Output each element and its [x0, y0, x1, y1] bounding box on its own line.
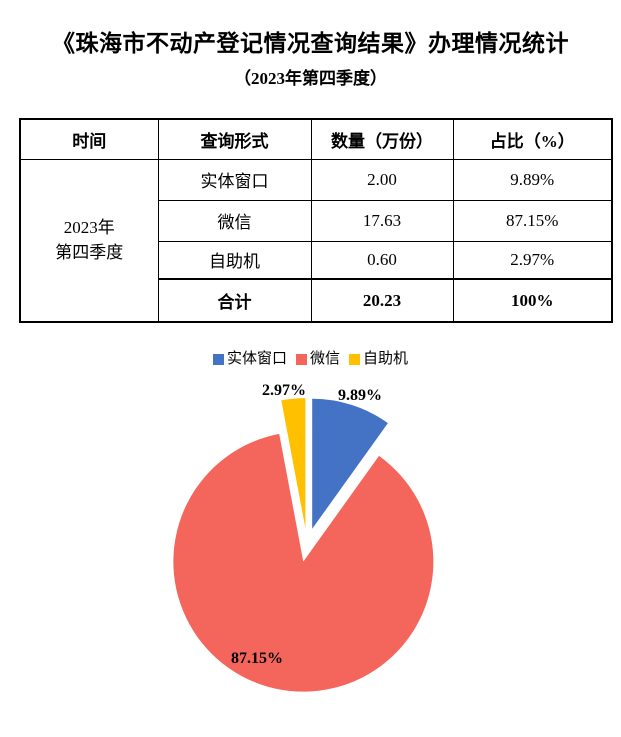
table-row: 微信 17.63 87.15%	[20, 199, 613, 242]
legend-item-window: 实体窗口	[212, 351, 287, 367]
pie-slice-window	[312, 398, 388, 529]
pie-label-wechat: 87.15%	[231, 650, 283, 667]
period-quarter: 第四季度	[55, 243, 124, 263]
count-cell: 0.60	[310, 240, 454, 280]
count-cell: 17.63	[310, 199, 454, 242]
period-cell: 2023年 第四季度	[19, 158, 159, 323]
legend-swatch-window	[212, 354, 224, 365]
pie-svg	[173, 398, 434, 692]
legend-item-kiosk: 自助机	[349, 352, 408, 367]
pie-label-window: 9.89%	[338, 387, 382, 404]
legend-swatch-kiosk	[349, 354, 360, 365]
count-cell: 2.00	[310, 158, 454, 201]
header-share: 占比（%）	[452, 118, 613, 160]
total-count-cell: 20.23	[310, 278, 454, 323]
table-row: 2023年 第四季度 实体窗口 2.00 9.89%	[19, 158, 613, 323]
pie-label-kiosk: 2.97%	[262, 382, 306, 399]
method-cell: 实体窗口	[157, 158, 312, 201]
share-cell: 9.89%	[452, 158, 613, 201]
total-share-cell: 100%	[452, 278, 613, 323]
pie-chart: 实体窗口 微信 自助机 9.89% 87.15% 2.97%	[0, 340, 621, 737]
pie-slice-wechat	[173, 433, 434, 692]
page-title: 《珠海市不动产登记情况查询结果》办理情况统计	[52, 31, 569, 56]
period-year: 2023年	[63, 218, 115, 238]
table-row: 自助机 0.60 2.97%	[20, 240, 613, 280]
method-cell: 微信	[157, 199, 312, 242]
header-method: 查询形式	[157, 118, 312, 160]
chart-legend: 实体窗口 微信 自助机	[0, 352, 621, 367]
table-total-row: 合计 20.23 100%	[20, 278, 613, 323]
header-time: 时间	[19, 118, 159, 160]
share-cell: 87.15%	[452, 199, 613, 242]
share-cell: 2.97%	[452, 240, 613, 280]
total-label-cell: 合计	[157, 278, 312, 323]
pie-slice-kiosk	[281, 398, 306, 529]
legend-label-wechat: 微信	[309, 351, 340, 367]
legend-label-window: 实体窗口	[226, 351, 287, 367]
page-subtitle: （2023年第四季度）	[234, 69, 387, 88]
legend-item-wechat: 微信	[295, 351, 340, 367]
table-header-row: 时间 查询形式 数量（万份） 占比（%）	[19, 118, 613, 160]
header-count: 数量（万份）	[310, 118, 454, 160]
legend-label-kiosk: 自助机	[363, 351, 409, 367]
statistics-table: 时间 查询形式 数量（万份） 占比（%） 2023年 第四季度 实体窗口 2.0…	[19, 118, 613, 323]
method-cell: 自助机	[157, 240, 312, 280]
legend-swatch-wechat	[295, 354, 307, 365]
